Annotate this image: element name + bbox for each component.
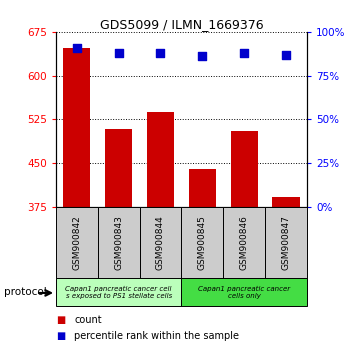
Text: GSM900845: GSM900845 (198, 215, 207, 270)
Bar (265, 207, 307, 278)
Point (283, 52, 289, 57)
Text: GSM900846: GSM900846 (240, 215, 249, 270)
Bar (56, 278, 181, 306)
Text: count: count (74, 315, 102, 325)
Bar (147, 113, 174, 207)
Point (116, 50, 122, 56)
Bar (98, 207, 140, 278)
Bar (181, 207, 223, 278)
Text: ■: ■ (56, 315, 65, 325)
Bar (223, 207, 265, 278)
Text: Capan1 pancreatic cancer
cells only: Capan1 pancreatic cancer cells only (198, 285, 290, 299)
Text: ■: ■ (56, 331, 65, 341)
Bar (56, 207, 98, 278)
Text: protocol: protocol (4, 287, 46, 297)
Bar (105, 130, 132, 207)
Text: GSM900847: GSM900847 (282, 215, 291, 270)
Point (199, 53, 205, 59)
Bar (272, 197, 300, 207)
Point (74, 45, 80, 51)
Text: GSM900843: GSM900843 (114, 215, 123, 270)
Text: percentile rank within the sample: percentile rank within the sample (74, 331, 239, 341)
Bar (231, 131, 258, 207)
Text: GSM900844: GSM900844 (156, 215, 165, 270)
Point (158, 50, 164, 56)
Point (241, 50, 247, 56)
Bar (189, 169, 216, 207)
Bar (140, 207, 181, 278)
Text: GSM900842: GSM900842 (72, 215, 81, 270)
Title: GDS5099 / ILMN_1669376: GDS5099 / ILMN_1669376 (100, 18, 263, 31)
Bar (181, 278, 307, 306)
Text: Capan1 pancreatic cancer cell
s exposed to PS1 stellate cells: Capan1 pancreatic cancer cell s exposed … (65, 285, 172, 299)
Bar (63, 48, 91, 207)
